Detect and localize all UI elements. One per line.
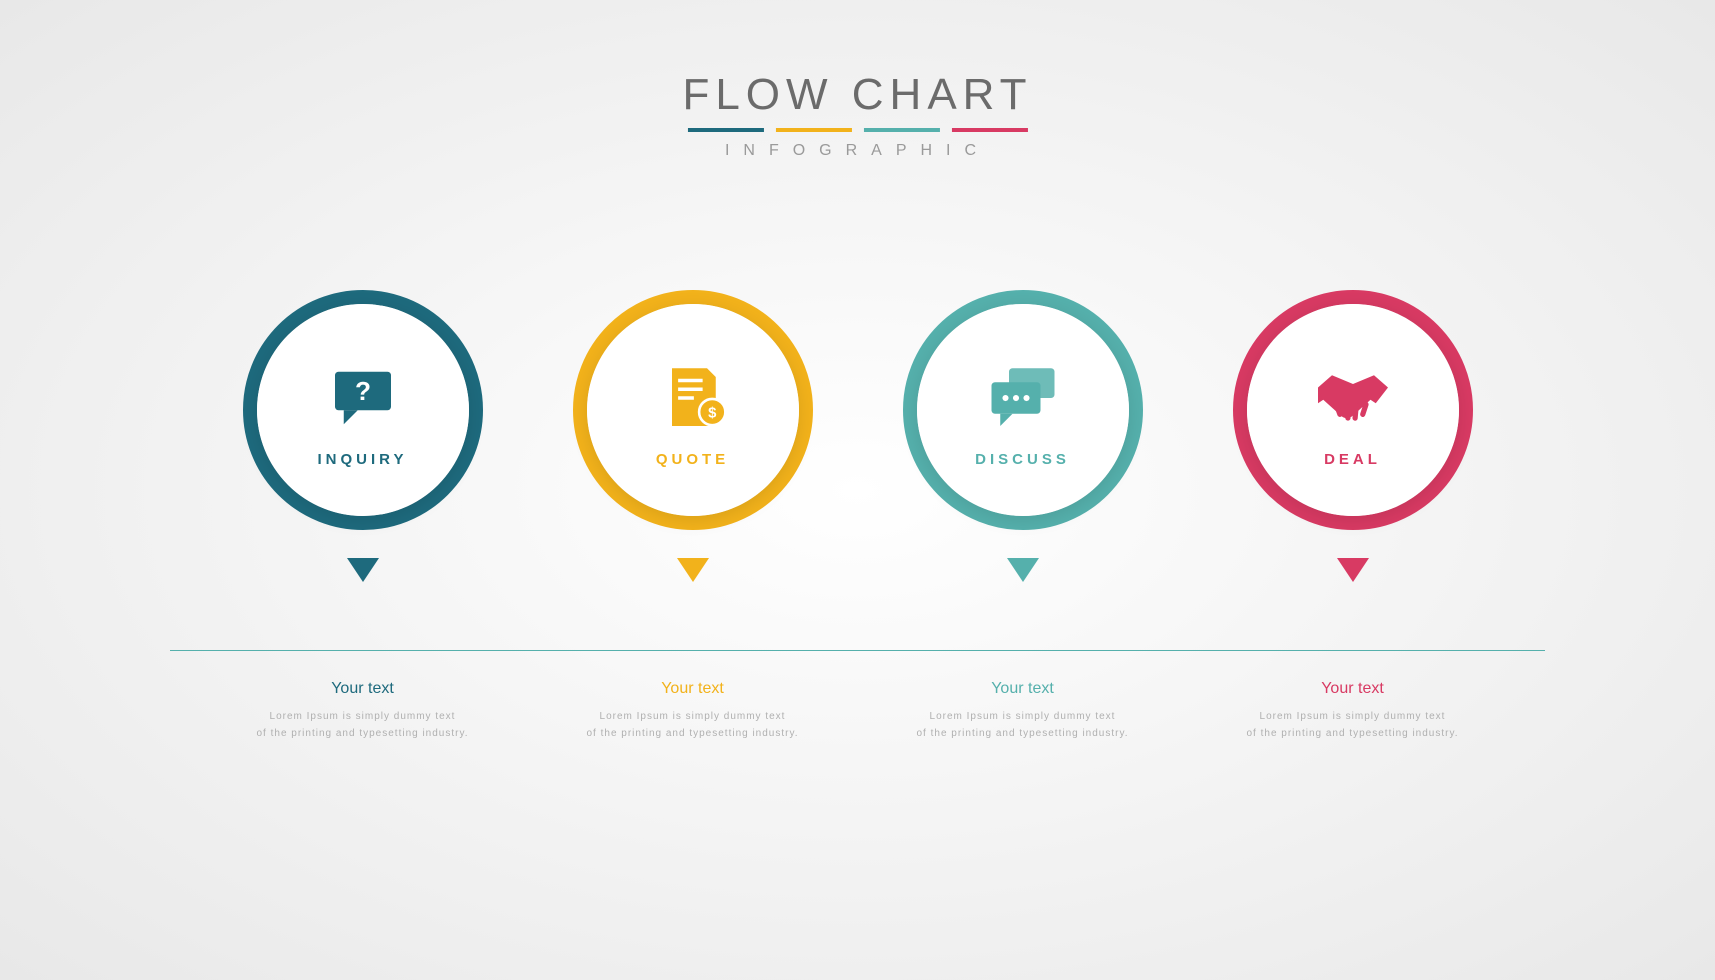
invoice-dollar-icon: $ <box>648 363 738 433</box>
step-inquiry: ? INQUIRY <box>233 290 493 582</box>
chat-bubbles-icon <box>978 363 1068 433</box>
caption-title: Your text <box>563 680 823 698</box>
step-label: DISCUSS <box>975 451 1070 468</box>
step-pointer-triangle <box>1007 558 1039 582</box>
handshake-icon <box>1308 363 1398 433</box>
infographic-header: FLOW CHART INFOGRAPHIC <box>682 70 1032 160</box>
step-circle-inner: DISCUSS <box>917 304 1129 516</box>
captions-row: Your text Lorem Ipsum is simply dummy te… <box>0 680 1715 742</box>
underline-seg-4 <box>952 128 1028 132</box>
step-pointer-triangle <box>677 558 709 582</box>
caption-title: Your text <box>233 680 493 698</box>
underline-seg-1 <box>688 128 764 132</box>
timeline-rule <box>170 650 1545 651</box>
question-bubble-icon: ? <box>318 363 408 433</box>
step-deal: DEAL <box>1223 290 1483 582</box>
caption-discuss: Your text Lorem Ipsum is simply dummy te… <box>893 680 1153 742</box>
step-pointer-triangle <box>1337 558 1369 582</box>
step-circle-inner: DEAL <box>1247 304 1459 516</box>
caption-body: Lorem Ipsum is simply dummy text of the … <box>233 708 493 742</box>
underline-seg-2 <box>776 128 852 132</box>
caption-quote: Your text Lorem Ipsum is simply dummy te… <box>563 680 823 742</box>
step-circle: $ QUOTE <box>573 290 813 530</box>
step-label: INQUIRY <box>318 451 408 468</box>
step-pointer-triangle <box>347 558 379 582</box>
svg-text:?: ? <box>354 375 370 405</box>
step-circle: ? INQUIRY <box>243 290 483 530</box>
step-quote: $ QUOTE <box>563 290 823 582</box>
subtitle: INFOGRAPHIC <box>682 142 1032 160</box>
steps-row: ? INQUIRY $ <box>0 290 1715 582</box>
step-label: DEAL <box>1324 451 1381 468</box>
underline-seg-3 <box>864 128 940 132</box>
step-circle: DEAL <box>1233 290 1473 530</box>
caption-title: Your text <box>893 680 1153 698</box>
step-circle-inner: $ QUOTE <box>587 304 799 516</box>
title-underline <box>682 128 1032 132</box>
caption-body: Lorem Ipsum is simply dummy text of the … <box>563 708 823 742</box>
main-title: FLOW CHART <box>682 70 1032 120</box>
caption-title: Your text <box>1223 680 1483 698</box>
caption-deal: Your text Lorem Ipsum is simply dummy te… <box>1223 680 1483 742</box>
step-discuss: DISCUSS <box>893 290 1153 582</box>
caption-body: Lorem Ipsum is simply dummy text of the … <box>1223 708 1483 742</box>
step-label: QUOTE <box>656 451 729 468</box>
step-circle-inner: ? INQUIRY <box>257 304 469 516</box>
caption-inquiry: Your text Lorem Ipsum is simply dummy te… <box>233 680 493 742</box>
caption-body: Lorem Ipsum is simply dummy text of the … <box>893 708 1153 742</box>
step-circle: DISCUSS <box>903 290 1143 530</box>
svg-text:$: $ <box>708 405 717 421</box>
